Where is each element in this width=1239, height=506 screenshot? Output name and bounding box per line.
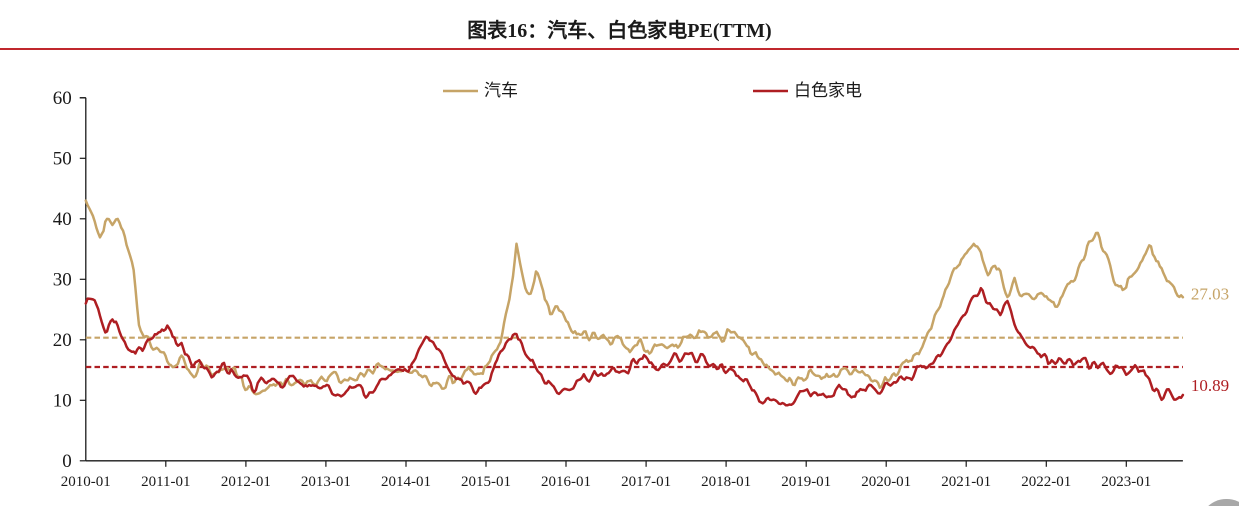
svg-text:2017-01: 2017-01 (621, 474, 671, 490)
svg-text:10.89: 10.89 (1191, 376, 1229, 395)
svg-text:50: 50 (53, 148, 72, 169)
svg-text:2022-01: 2022-01 (1021, 474, 1071, 490)
svg-text:2012-01: 2012-01 (221, 474, 271, 490)
svg-text:2019-01: 2019-01 (781, 474, 831, 490)
svg-text:10: 10 (53, 390, 72, 411)
svg-text:2020-01: 2020-01 (861, 474, 911, 490)
svg-text:30: 30 (53, 269, 72, 290)
svg-text:2018-01: 2018-01 (701, 474, 751, 490)
svg-text:0: 0 (62, 451, 72, 472)
svg-text:汽车: 汽车 (484, 81, 518, 100)
svg-text:2010-01: 2010-01 (61, 474, 111, 490)
svg-text:2013-01: 2013-01 (301, 474, 351, 490)
svg-text:20: 20 (53, 330, 72, 351)
svg-text:2015-01: 2015-01 (461, 474, 511, 490)
svg-text:2016-01: 2016-01 (541, 474, 591, 490)
svg-text:40: 40 (53, 209, 72, 230)
svg-text:27.03: 27.03 (1191, 284, 1229, 303)
svg-text:2021-01: 2021-01 (941, 474, 991, 490)
svg-text:白色家电: 白色家电 (794, 81, 862, 100)
svg-text:2014-01: 2014-01 (381, 474, 431, 490)
svg-text:60: 60 (53, 88, 72, 109)
svg-text:2023-01: 2023-01 (1101, 474, 1151, 490)
svg-text:2011-01: 2011-01 (141, 474, 190, 490)
